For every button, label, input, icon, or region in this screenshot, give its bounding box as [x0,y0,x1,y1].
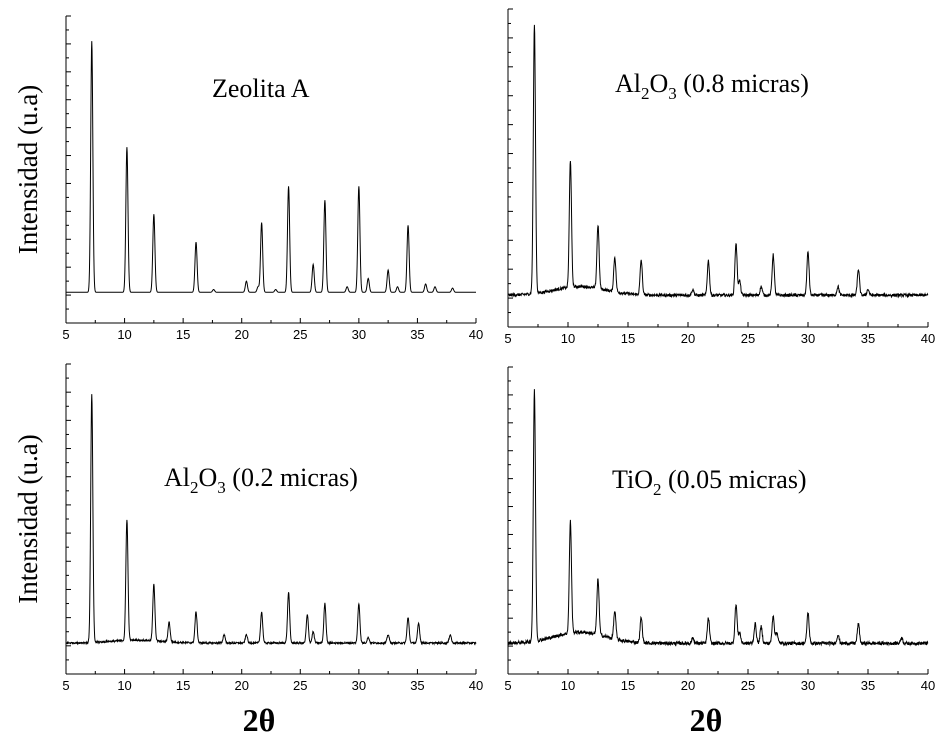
x-tick-label: 10 [117,678,131,693]
label-subscript: 3 [217,478,226,497]
x-tick-label: 40 [469,327,483,342]
x-tick-label: 30 [352,327,366,342]
x-tick-label: 35 [861,678,875,693]
x-tick-label: 35 [410,678,424,693]
label-text: (0.2 micras) [226,463,358,492]
x-tick-label: 5 [504,331,511,346]
x-tick-label: 30 [801,331,815,346]
x-tick-label: 10 [561,331,575,346]
x-tick-label: 20 [234,678,248,693]
label-subscript: 2 [641,84,650,103]
label-text: O [199,463,218,492]
x-tick-label: 35 [861,331,875,346]
x-tick-label: 5 [62,327,69,342]
x-tick-label: 40 [921,678,935,693]
y-axis-title: Intensidad (u.a) [13,85,43,254]
diffraction-pattern-line [65,394,477,646]
panel-label: Al2O3 (0.2 micras) [164,463,358,497]
label-text: Al [164,463,190,492]
chart-panel-4: 5 10 15 20 25 30 35 40 TiO2 (0.05 micras) 2θ [504,366,935,736]
x-tick-label: 25 [293,327,307,342]
x-tick-label: 5 [504,678,511,693]
x-tick-label: 20 [681,331,695,346]
x-tick-label: 10 [117,327,131,342]
x-tick-label: 40 [469,678,483,693]
diffraction-pattern-line [507,24,929,299]
x-tick-label: 15 [621,678,635,693]
chart-panel-1: 5 10 15 20 25 30 35 40 Zeolita A Intensidad (u.a) [13,15,483,342]
label-text: Zeolita A [212,74,310,103]
label-subscript: 2 [190,478,199,497]
x-tick-label: 25 [741,331,755,346]
label-text: O [650,69,669,98]
diffraction-pattern-line [507,389,929,647]
chart-panel-2: 5 10 15 20 25 30 35 40 Al2O3 (0.8 micras) [504,8,935,346]
x-tick-label: 35 [410,327,424,342]
x-tick-label: 20 [681,678,695,693]
x-tick-label: 15 [176,678,190,693]
x-axis-title: 2θ [243,702,276,736]
label-text: Al [615,69,641,98]
y-axis-title: Intensidad (u.a) [13,434,43,603]
x-tick-label: 30 [801,678,815,693]
panel-label: TiO2 (0.05 micras) [612,465,807,499]
x-tick-label: 25 [293,678,307,693]
panel-label: Al2O3 (0.8 micras) [615,69,809,103]
diffraction-pattern-line [66,41,476,293]
x-axis-title: 2θ [690,702,723,736]
x-tick-label: 20 [234,327,248,342]
x-tick-label: 30 [352,678,366,693]
chart-panel-3: 5 10 15 20 25 30 35 40 Al2O3 (0.2 micras) Intensi… [13,363,483,736]
x-tick-label: 25 [741,678,755,693]
x-tick-label: 10 [561,678,575,693]
x-tick-label: 15 [176,327,190,342]
label-subscript: 3 [668,84,677,103]
label-text: (0.05 micras) [661,465,806,494]
x-tick-label: 40 [921,331,935,346]
label-text: TiO [612,465,653,494]
x-tick-label: 5 [62,678,69,693]
x-tick-label: 15 [621,331,635,346]
panel-label: Zeolita A [212,74,310,103]
label-text: (0.8 micras) [677,69,809,98]
label-subscript: 2 [653,480,662,499]
